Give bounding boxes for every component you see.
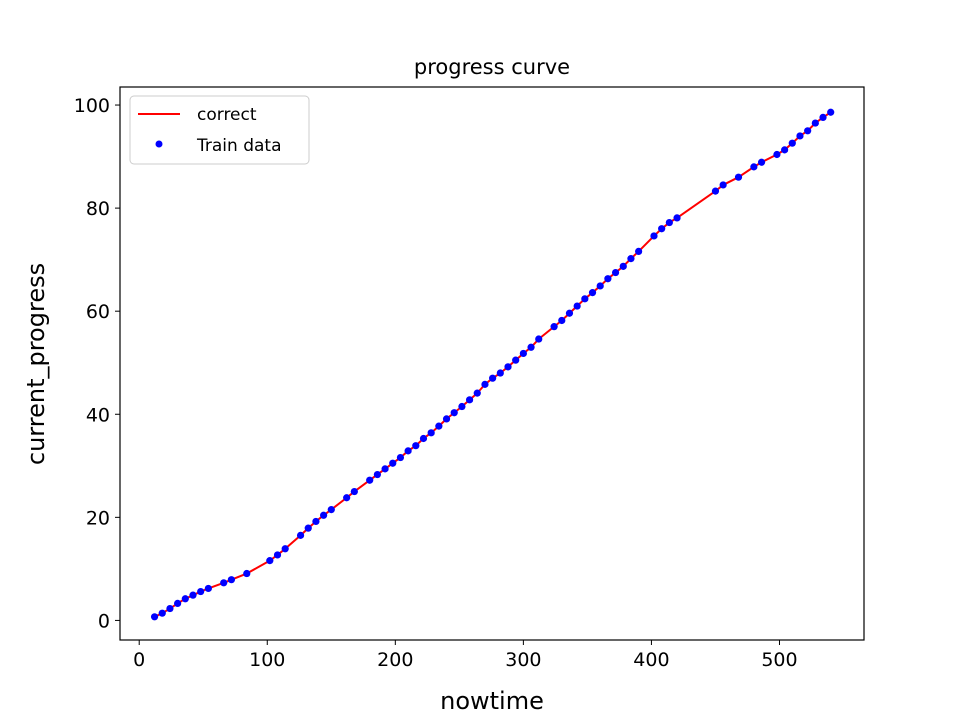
data-point bbox=[627, 255, 635, 263]
data-point bbox=[174, 599, 182, 608]
data-point bbox=[320, 511, 328, 519]
data-point bbox=[166, 604, 174, 613]
data-point bbox=[512, 356, 520, 364]
data-point bbox=[581, 295, 589, 303]
data-point bbox=[665, 218, 673, 227]
x-tick-label: 300 bbox=[505, 649, 541, 671]
x-tick-label: 0 bbox=[133, 649, 145, 671]
data-point bbox=[535, 335, 543, 343]
data-point bbox=[827, 108, 835, 116]
data-point bbox=[473, 389, 481, 397]
data-point bbox=[804, 127, 812, 135]
data-point bbox=[327, 506, 335, 514]
data-point bbox=[711, 187, 720, 195]
data-point bbox=[519, 349, 527, 358]
data-point bbox=[312, 517, 320, 526]
data-point bbox=[734, 173, 743, 181]
data-point bbox=[189, 591, 197, 599]
data-point bbox=[619, 262, 627, 270]
series-layer bbox=[150, 108, 835, 621]
data-point bbox=[158, 609, 166, 617]
legend-train-data-label: Train data bbox=[196, 136, 282, 156]
data-point bbox=[781, 146, 789, 154]
data-point bbox=[611, 268, 620, 277]
data-point bbox=[442, 415, 451, 423]
legend-correct-label: correct bbox=[197, 105, 257, 125]
data-point bbox=[296, 531, 305, 539]
data-point bbox=[604, 275, 612, 283]
data-point bbox=[150, 613, 159, 621]
data-point bbox=[343, 494, 351, 502]
data-point bbox=[435, 422, 443, 430]
data-point bbox=[273, 551, 282, 559]
data-point bbox=[465, 396, 474, 404]
y-tick-label: 20 bbox=[86, 507, 110, 529]
data-point bbox=[197, 587, 205, 596]
data-point bbox=[796, 132, 804, 140]
data-point bbox=[227, 576, 236, 584]
data-point bbox=[412, 442, 420, 450]
data-point bbox=[266, 557, 274, 565]
data-point bbox=[658, 225, 666, 233]
plot-frame bbox=[119, 86, 865, 641]
data-point bbox=[281, 545, 289, 553]
data-point bbox=[719, 181, 727, 189]
data-point bbox=[527, 343, 535, 351]
data-point bbox=[650, 232, 658, 240]
data-point bbox=[404, 447, 412, 455]
legend-train-data-swatch bbox=[155, 140, 163, 148]
data-point bbox=[819, 113, 827, 122]
data-point bbox=[550, 323, 558, 331]
data-point bbox=[243, 569, 251, 578]
data-point bbox=[350, 487, 358, 496]
data-point bbox=[635, 247, 643, 256]
y-tick-label: 0 bbox=[98, 610, 110, 632]
data-point bbox=[496, 369, 504, 377]
data-point bbox=[381, 465, 389, 473]
data-point bbox=[304, 524, 312, 532]
data-point bbox=[181, 595, 189, 603]
data-point bbox=[811, 119, 819, 127]
data-point bbox=[565, 309, 574, 317]
x-axis-title: nowtime bbox=[440, 687, 544, 715]
y-tick-label: 80 bbox=[86, 198, 110, 220]
x-tick-label: 500 bbox=[761, 649, 797, 671]
data-point bbox=[596, 282, 604, 290]
data-point bbox=[450, 409, 458, 417]
data-point bbox=[389, 459, 397, 467]
axis-ticks: 0 100 200 300 400 500 0 20 40 60 80 100 bbox=[74, 95, 798, 671]
y-tick-label: 60 bbox=[86, 301, 110, 323]
data-point bbox=[489, 374, 497, 382]
data-point bbox=[588, 289, 597, 297]
data-point bbox=[427, 429, 435, 437]
data-point bbox=[788, 139, 796, 147]
data-point bbox=[504, 363, 512, 371]
y-axis-title: current_progress bbox=[22, 263, 50, 465]
data-point bbox=[204, 584, 212, 593]
data-point bbox=[673, 214, 681, 222]
data-point bbox=[373, 470, 381, 479]
data-point bbox=[419, 434, 428, 443]
data-point bbox=[558, 316, 566, 325]
x-tick-label: 100 bbox=[249, 649, 285, 671]
data-point bbox=[573, 302, 581, 310]
data-point bbox=[757, 158, 766, 166]
data-point bbox=[458, 402, 466, 411]
y-tick-label: 100 bbox=[74, 95, 110, 117]
data-point bbox=[773, 150, 781, 159]
legend: correct Train data bbox=[129, 95, 310, 165]
x-tick-label: 400 bbox=[633, 649, 669, 671]
data-point bbox=[396, 453, 405, 462]
data-point bbox=[481, 380, 489, 388]
data-point bbox=[750, 163, 758, 171]
chart-title: progress curve bbox=[414, 55, 570, 79]
x-tick-label: 200 bbox=[377, 649, 413, 671]
data-point bbox=[366, 476, 374, 484]
y-tick-label: 40 bbox=[86, 404, 110, 426]
data-point bbox=[220, 579, 228, 587]
